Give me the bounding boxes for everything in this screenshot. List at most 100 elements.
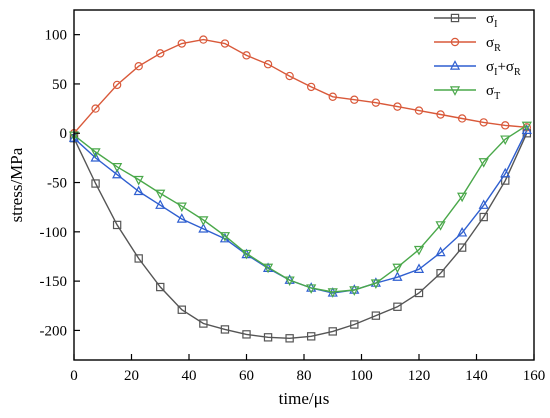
data-point-triangle-down xyxy=(521,121,532,132)
data-point-triangle-down xyxy=(449,86,461,96)
data-point-triangle-up xyxy=(112,168,123,179)
data-point-triangle-up xyxy=(500,167,511,178)
series-line xyxy=(73,38,527,134)
data-point-circle xyxy=(479,118,488,127)
data-point-square xyxy=(242,330,251,339)
data-point-square xyxy=(112,220,122,230)
data-point-square xyxy=(328,327,337,336)
data-point-triangle-down xyxy=(90,148,101,158)
data-point-triangle-down xyxy=(284,276,295,287)
data-point-circle xyxy=(91,104,100,113)
data-point-triangle-down xyxy=(327,288,338,298)
data-point-square xyxy=(450,13,460,23)
data-point-triangle-down xyxy=(155,189,166,200)
data-point-square xyxy=(285,334,294,343)
data-point-circle xyxy=(393,102,402,111)
x-tick-label: 60 xyxy=(239,368,254,384)
y-axis-title: stress/MPa xyxy=(7,147,26,222)
legend-symbol: σ xyxy=(486,35,494,51)
x-axis-title: time/μs xyxy=(279,389,330,408)
data-point-square xyxy=(350,320,359,329)
series-line xyxy=(73,124,528,293)
x-tick-label: 80 xyxy=(297,368,312,384)
data-point-triangle-down xyxy=(478,158,489,168)
data-point-circle xyxy=(350,95,359,104)
data-point-circle xyxy=(436,110,445,119)
data-point-triangle-down xyxy=(306,284,317,294)
data-point-triangle-down xyxy=(413,245,425,256)
data-point-circle xyxy=(242,51,251,60)
data-point-circle xyxy=(220,39,230,48)
legend-label: σR xyxy=(486,35,501,54)
data-point-triangle-down xyxy=(176,202,187,213)
legend-subscript: I xyxy=(494,67,497,78)
plot-series-group xyxy=(68,35,532,343)
y-tick-label: 100 xyxy=(45,28,68,44)
data-point-circle xyxy=(328,92,337,101)
legend-item-1: σI xyxy=(434,11,497,30)
legend-subscript: R xyxy=(494,43,501,54)
data-point-triangle-down xyxy=(198,216,209,226)
data-point-triangle-down xyxy=(392,263,403,274)
data-point-circle xyxy=(306,82,316,92)
x-tick-label: 140 xyxy=(465,368,488,384)
y-tick-label: -200 xyxy=(40,323,68,339)
legend-subscript: I xyxy=(494,19,497,30)
data-point-triangle-up xyxy=(392,271,403,281)
data-point-triangle-up xyxy=(90,152,101,162)
legend-item-3: σI+σR xyxy=(434,59,521,78)
data-point-square xyxy=(263,333,273,342)
x-tick-label: 120 xyxy=(408,368,431,384)
data-point-triangle-down xyxy=(435,221,446,231)
y-tick-label: -150 xyxy=(40,274,68,290)
data-point-circle xyxy=(371,98,381,107)
data-point-circle xyxy=(414,106,424,115)
data-point-triangle-down xyxy=(457,192,468,203)
data-point-circle xyxy=(450,37,460,47)
data-point-square xyxy=(371,311,381,320)
data-point-square xyxy=(457,243,467,252)
data-point-square xyxy=(199,319,208,328)
x-tick-label: 100 xyxy=(350,368,373,384)
data-point-square xyxy=(91,179,100,188)
series-line xyxy=(73,132,528,340)
data-point-triangle-up xyxy=(155,199,166,209)
legend-symbol: +σ xyxy=(497,59,514,75)
data-point-circle xyxy=(263,60,273,69)
legend-label: σI xyxy=(486,11,497,30)
data-point-triangle-down xyxy=(349,286,360,296)
data-point-triangle-down xyxy=(500,135,511,146)
data-point-circle xyxy=(134,61,143,71)
data-point-circle xyxy=(501,121,510,130)
data-point-triangle-down xyxy=(219,232,231,242)
axis-ticks: 0 20 40 60 80 100 120 140 160 -200 -150 -100 -50 0 50 1… xyxy=(40,28,546,384)
data-point-triangle-up xyxy=(457,226,468,237)
legend-label: σI+σR xyxy=(486,59,521,78)
data-point-square xyxy=(177,305,187,314)
data-point-triangle-up xyxy=(176,213,187,223)
legend-subscript: T xyxy=(494,91,500,102)
legend-label: σT xyxy=(486,83,500,102)
data-point-circle xyxy=(199,35,208,44)
x-tick-label: 160 xyxy=(523,368,546,384)
data-point-circle xyxy=(457,114,467,123)
data-point-circle xyxy=(177,39,187,48)
data-point-triangle-up xyxy=(478,199,489,209)
data-point-square xyxy=(393,302,402,311)
series-2 xyxy=(69,35,532,138)
y-tick-label: -50 xyxy=(47,176,67,192)
series-4 xyxy=(68,121,532,298)
data-point-square xyxy=(436,269,445,278)
y-tick-label: -100 xyxy=(40,225,68,241)
legend-subscript: R xyxy=(514,67,521,78)
data-point-square xyxy=(134,254,143,263)
x-tick-label: 20 xyxy=(124,368,139,384)
data-point-circle xyxy=(285,71,294,81)
data-point-triangle-up xyxy=(521,124,532,134)
legend-item-4: σT xyxy=(434,83,500,102)
data-point-square xyxy=(479,212,488,222)
y-tick-label: 0 xyxy=(60,126,68,142)
